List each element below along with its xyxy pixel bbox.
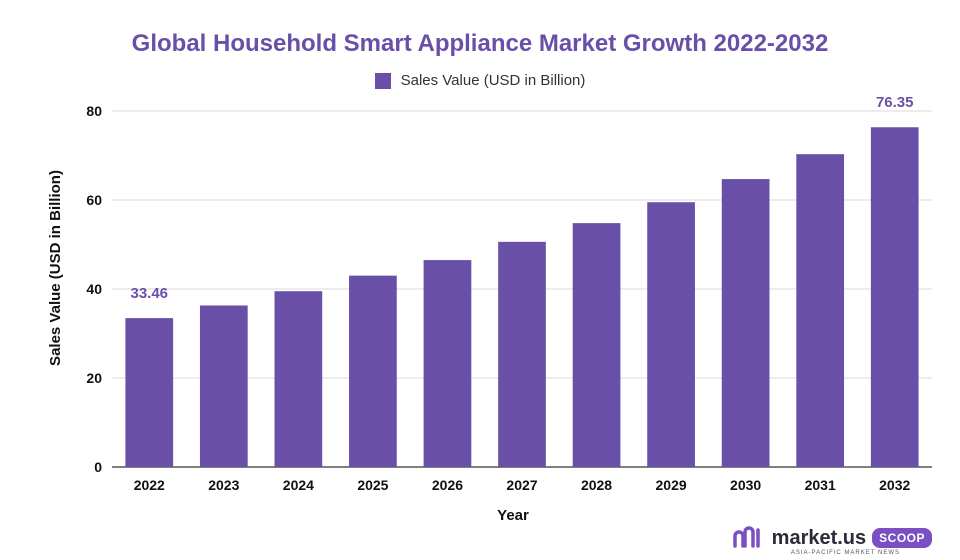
- x-tick-label: 2028: [581, 477, 612, 493]
- x-tick-label: 2030: [730, 477, 761, 493]
- bar-2022: [125, 318, 174, 467]
- x-axis-ticks: 2022 2023 2024 2025 2026 2027 2028 2029 2030 2031…: [134, 477, 911, 493]
- chart-title: Global Household Smart Appliance Market …: [131, 30, 829, 57]
- data-label-2032: 76.35: [876, 94, 914, 111]
- x-tick-label: 2024: [283, 477, 314, 493]
- bars: [125, 127, 919, 468]
- market-us-logo-mark-icon: [732, 526, 760, 548]
- legend-label: Sales Value (USD in Billion): [400, 72, 586, 89]
- x-tick-label: 2025: [357, 477, 388, 493]
- bar-2031: [796, 154, 845, 468]
- bar-2032: [870, 127, 919, 468]
- bar-2028: [572, 223, 621, 467]
- bar-2023: [199, 305, 248, 467]
- legend-swatch: [374, 72, 391, 89]
- bar-2025: [349, 275, 397, 467]
- x-tick-label: 2029: [656, 477, 687, 493]
- brand-logo: market.us SCOOP: [732, 526, 932, 550]
- x-tick-label: 2031: [805, 477, 836, 493]
- data-labels: 33.46 76.35: [130, 94, 913, 302]
- x-tick-label: 2032: [879, 477, 910, 493]
- y-tick-label: 40: [86, 281, 102, 297]
- x-tick-label: 2022: [134, 477, 165, 493]
- data-label-2022: 33.46: [130, 285, 168, 302]
- y-tick-label: 20: [86, 370, 102, 386]
- x-tick-label: 2023: [208, 477, 239, 493]
- brand-badge: SCOOP: [872, 528, 932, 548]
- bar-2027: [498, 241, 546, 467]
- y-tick-label: 0: [94, 459, 102, 475]
- bar-2030: [721, 179, 770, 467]
- bar-2029: [647, 202, 695, 467]
- bar-2026: [423, 260, 472, 467]
- y-tick-label: 60: [86, 192, 102, 208]
- brand-tagline: ASIA-PACIFIC MARKET NEWS: [790, 550, 900, 556]
- x-tick-label: 2026: [432, 477, 463, 493]
- bar-2024: [274, 291, 323, 467]
- legend: Sales Value (USD in Billion): [0, 72, 960, 89]
- y-tick-label: 80: [86, 103, 102, 119]
- x-axis-title: Year: [497, 507, 529, 524]
- y-axis-ticks: 0 20 40 60 80: [86, 103, 102, 475]
- x-tick-label: 2027: [506, 477, 537, 493]
- brand-name: market.us: [771, 526, 867, 549]
- y-axis-title: Sales Value (USD in Billion): [47, 170, 64, 366]
